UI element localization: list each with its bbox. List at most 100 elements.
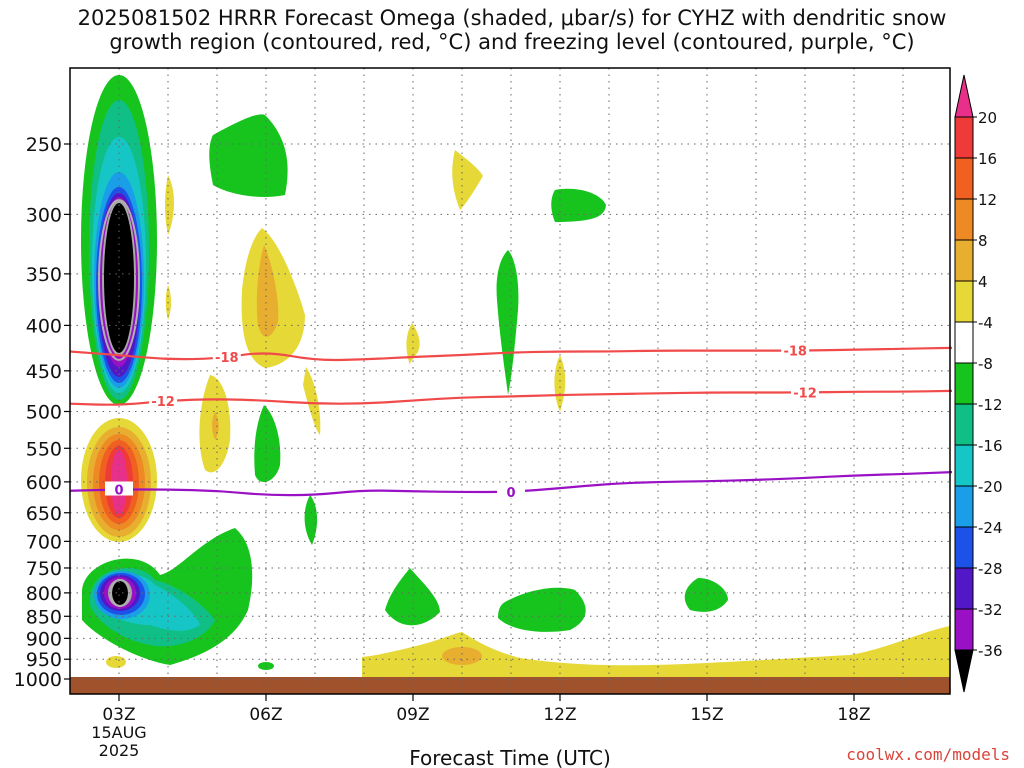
contour-label-bg bbox=[105, 481, 133, 496]
y-tick-label: 300 bbox=[26, 204, 62, 226]
omega-region bbox=[498, 587, 586, 632]
site-credit: coolwx.com/models bbox=[846, 745, 1010, 764]
y-tick-label: 950 bbox=[26, 649, 62, 671]
y-tick-label: 700 bbox=[26, 531, 62, 553]
y-tick-label: 750 bbox=[26, 558, 62, 580]
colorbar-swatch bbox=[954, 157, 974, 200]
colorbar-cap-top bbox=[954, 74, 974, 118]
contour-label: 0 bbox=[506, 486, 515, 501]
y-tick-label: 650 bbox=[26, 503, 62, 525]
omega-region bbox=[362, 626, 950, 680]
x-tick-label: 09Z bbox=[396, 705, 429, 725]
omega-region bbox=[684, 578, 728, 612]
colorbar-cap-bottom bbox=[954, 649, 974, 693]
x-tick-label: 12Z bbox=[543, 705, 576, 725]
colorbar-label: -20 bbox=[978, 478, 1003, 496]
contour-label: 0 bbox=[114, 484, 123, 499]
colorbar-label: -32 bbox=[978, 601, 1003, 619]
x-tick-label: 06Z bbox=[249, 705, 282, 725]
omega-region bbox=[104, 203, 134, 353]
y-tick-label: 250 bbox=[26, 134, 62, 156]
y-tick-label: 1000 bbox=[14, 669, 62, 691]
y-tick-label: 850 bbox=[26, 606, 62, 628]
omega-region bbox=[304, 495, 318, 545]
colorbar-label: 4 bbox=[978, 273, 988, 291]
contour-temp bbox=[69, 389, 953, 406]
colorbar-swatch bbox=[954, 198, 974, 241]
omega-region bbox=[385, 568, 440, 626]
y-tick-label: 450 bbox=[26, 361, 62, 383]
omega-region bbox=[554, 355, 566, 412]
x-tick-sublabel: 2025 bbox=[99, 741, 140, 760]
colorbar-label: -16 bbox=[978, 437, 1003, 455]
ground-surface bbox=[70, 677, 950, 694]
colorbar-label: -24 bbox=[978, 519, 1003, 537]
contour-label-bg bbox=[212, 349, 241, 364]
omega-region bbox=[254, 405, 281, 483]
omega-extreme-outline bbox=[98, 199, 140, 361]
colorbar-label: 20 bbox=[978, 109, 997, 127]
contour-label-bg bbox=[781, 342, 810, 357]
colorbar-label: -28 bbox=[978, 560, 1003, 578]
y-axis: 2503003504004505005506006507007508008509… bbox=[14, 134, 70, 691]
y-tick-label: 600 bbox=[26, 472, 62, 494]
colorbar-swatch bbox=[954, 239, 974, 282]
omega-shading bbox=[81, 75, 950, 680]
contour-label: -18 bbox=[215, 351, 239, 366]
contour-label-bg bbox=[149, 393, 178, 408]
omega-region bbox=[106, 656, 126, 668]
contour-freezing-level bbox=[69, 470, 953, 497]
colorbar-swatch bbox=[954, 321, 974, 364]
contours: -18 -18 -12 -12 0 0 bbox=[69, 342, 953, 501]
y-tick-label: 350 bbox=[26, 264, 62, 286]
y-tick-label: 800 bbox=[26, 583, 62, 605]
colorbar-swatch bbox=[954, 608, 974, 651]
x-tick-label: 03Z bbox=[102, 705, 135, 725]
colorbar-swatch bbox=[954, 362, 974, 405]
colorbar: 20 16 12 8 4 -4 -8 -12 -16 -20 -24 -28 -32 -36 bbox=[954, 74, 1003, 693]
contour-label-bg bbox=[497, 484, 525, 499]
y-tick-label: 400 bbox=[26, 315, 62, 337]
colorbar-label: 8 bbox=[978, 232, 988, 250]
contour-label-bg bbox=[791, 384, 819, 399]
y-tick-label: 550 bbox=[26, 438, 62, 460]
x-tick-label: 15Z bbox=[690, 705, 723, 725]
colorbar-label: -12 bbox=[978, 396, 1003, 414]
omega-region bbox=[442, 647, 482, 665]
x-axis-label: Forecast Time (UTC) bbox=[409, 746, 611, 768]
colorbar-label: 16 bbox=[978, 150, 997, 168]
omega-region bbox=[406, 323, 420, 365]
colorbar-swatch bbox=[954, 116, 974, 159]
plot-frame bbox=[69, 67, 951, 695]
contour-label: -18 bbox=[783, 345, 807, 360]
omega-region bbox=[303, 367, 321, 435]
colorbar-swatch bbox=[954, 403, 974, 446]
contour-temp bbox=[69, 346, 953, 362]
x-tick-label: 18Z bbox=[837, 705, 870, 725]
contour-label: -12 bbox=[151, 395, 175, 410]
omega-region bbox=[496, 250, 519, 395]
colorbar-label: 12 bbox=[978, 191, 997, 209]
colorbar-swatch bbox=[954, 526, 974, 569]
colorbar-swatch bbox=[954, 444, 974, 487]
colorbar-swatch bbox=[954, 485, 974, 528]
omega-region bbox=[551, 188, 606, 222]
chart-title: 2025081502 HRRR Forecast Omega (shaded, … bbox=[77, 6, 947, 54]
colorbar-swatch bbox=[954, 280, 974, 323]
x-tick-sublabel: 15AUG bbox=[91, 723, 146, 742]
colorbar-label: -4 bbox=[978, 314, 993, 332]
omega-region bbox=[256, 245, 279, 337]
y-tick-label: 500 bbox=[26, 402, 62, 424]
contour-label: -12 bbox=[793, 387, 817, 402]
colorbar-swatch bbox=[954, 567, 974, 610]
grid bbox=[70, 68, 950, 694]
omega-region bbox=[452, 150, 483, 210]
y-tick-label: 900 bbox=[26, 628, 62, 650]
colorbar-label: -8 bbox=[978, 355, 993, 373]
omega-region bbox=[209, 114, 288, 197]
omega-region bbox=[165, 175, 174, 235]
omega-region bbox=[112, 581, 128, 605]
colorbar-label: -36 bbox=[978, 642, 1003, 660]
